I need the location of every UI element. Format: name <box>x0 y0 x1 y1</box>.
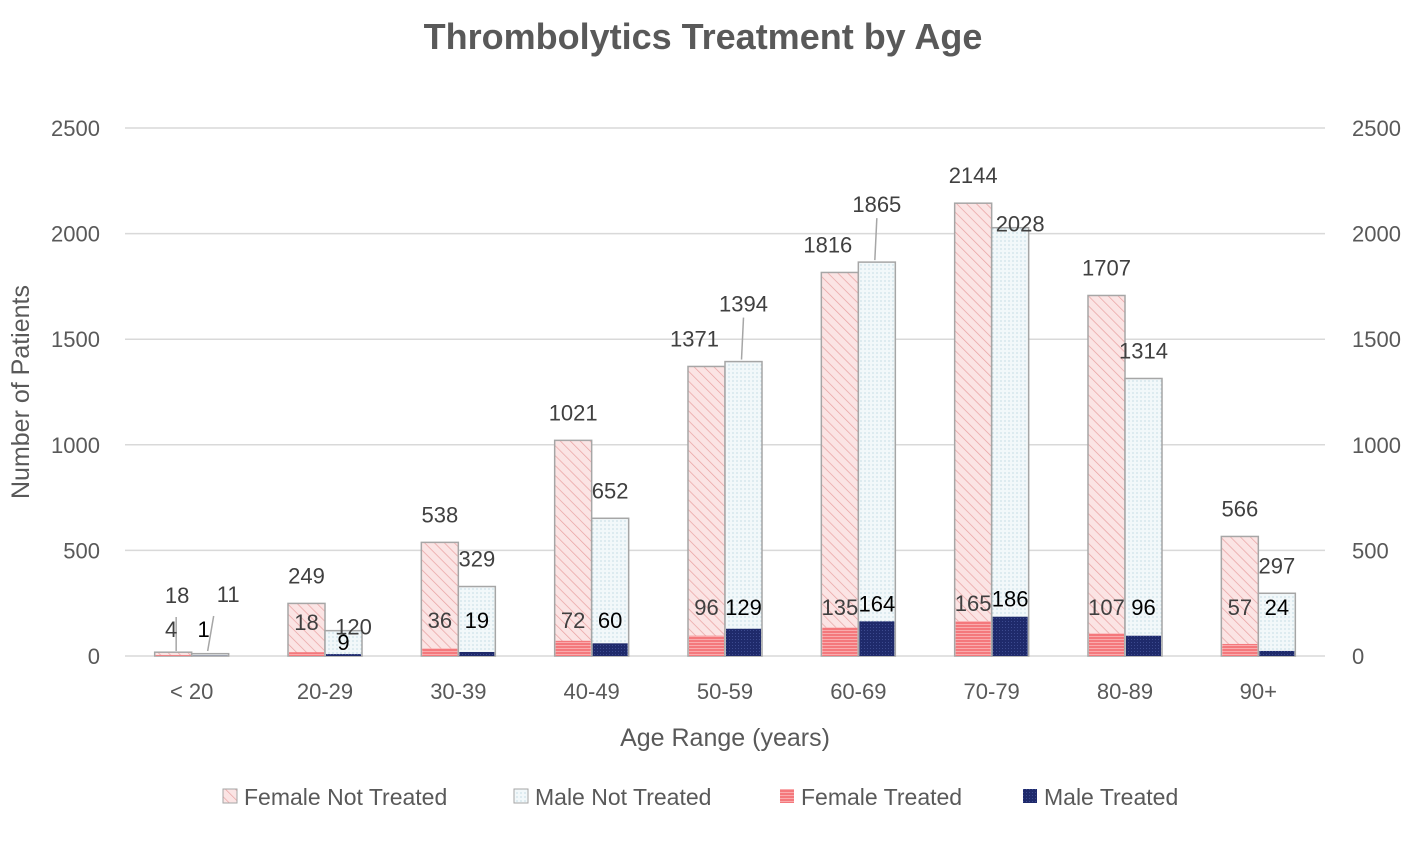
bar-female-treated <box>422 648 457 656</box>
data-label-male-treated: 9 <box>337 630 349 655</box>
data-label-female-not-treated: 1707 <box>1082 255 1131 280</box>
data-label-male-not-treated: 1314 <box>1119 338 1168 363</box>
y-tick-label-left: 0 <box>88 644 100 669</box>
data-label-male-not-treated: 652 <box>592 478 629 503</box>
y-tick-label-right: 500 <box>1352 538 1389 563</box>
y-axis-right-ticks: 0 500 1000 1500 2000 2500 <box>1352 116 1401 669</box>
y-tick-label-right: 1000 <box>1352 433 1401 458</box>
bar-female-treated <box>1089 633 1124 656</box>
leader-line <box>742 318 744 360</box>
legend-swatch <box>223 789 237 803</box>
legend-swatch <box>514 789 528 803</box>
x-tick-label: 20-29 <box>297 679 353 704</box>
data-label-female-treated: 18 <box>294 610 318 635</box>
bar-male-not-treated <box>592 518 629 656</box>
data-label-female-not-treated: 566 <box>1221 496 1258 521</box>
y-tick-label-left: 500 <box>63 538 100 563</box>
data-label-female-treated: 36 <box>428 608 452 633</box>
x-tick-label: < 20 <box>170 679 213 704</box>
bar-male-treated <box>459 652 494 656</box>
y-tick-label-left: 1500 <box>51 327 100 352</box>
data-label-female-treated: 135 <box>821 595 858 620</box>
data-label-male-treated: 129 <box>725 595 762 620</box>
data-label-male-treated: 96 <box>1131 595 1155 620</box>
legend-label: Male Not Treated <box>535 784 711 810</box>
bar-male-treated <box>1126 636 1161 656</box>
data-label-male-treated: 60 <box>598 608 622 633</box>
x-axis-title: Age Range (years) <box>620 724 830 752</box>
data-label-female-treated: 96 <box>694 595 718 620</box>
legend-label: Male Treated <box>1044 784 1178 810</box>
bar-female-treated <box>822 627 857 656</box>
x-axis-ticks: < 20 20-29 30-39 40-49 50-59 60-69 70-79 80-89 9… <box>170 679 1277 704</box>
data-label-male-not-treated: 329 <box>458 547 495 572</box>
y-tick-label-right: 1500 <box>1352 327 1401 352</box>
bar-male-treated <box>1259 651 1294 656</box>
data-label-female-not-treated: 2144 <box>949 163 998 188</box>
data-label-male-treated: 186 <box>992 587 1029 612</box>
bar-male-treated <box>726 629 761 656</box>
bar-female-treated <box>956 621 991 656</box>
legend-swatch <box>780 789 794 803</box>
data-label-male-not-treated: 1394 <box>719 292 768 317</box>
y-tick-label-left: 1000 <box>51 433 100 458</box>
x-tick-label: 90+ <box>1240 679 1277 704</box>
x-tick-label: 80-89 <box>1097 679 1153 704</box>
data-label-male-treated: 1 <box>198 617 210 642</box>
chart-title: Thrombolytics Treatment by Age <box>424 16 983 57</box>
legend-swatch <box>1023 789 1037 803</box>
bar-female-not-treated <box>955 203 992 656</box>
y-tick-label-left: 2000 <box>51 222 100 247</box>
data-label-female-treated: 72 <box>561 608 585 633</box>
bar-female-treated <box>689 636 724 656</box>
y-tick-label-right: 2500 <box>1352 116 1401 141</box>
x-tick-label: 70-79 <box>964 679 1020 704</box>
data-label-female-not-treated: 1371 <box>670 326 719 351</box>
data-label-male-not-treated: 11 <box>217 582 240 607</box>
legend-male-treated: Male Treated <box>1023 784 1178 810</box>
data-label-female-treated: 57 <box>1228 595 1252 620</box>
legend-female-treated: Female Treated <box>780 784 962 810</box>
x-tick-label: 50-59 <box>697 679 753 704</box>
data-label-male-treated: 19 <box>465 608 489 633</box>
y-tick-label-right: 2000 <box>1352 222 1401 247</box>
data-label-female-treated: 165 <box>955 591 992 616</box>
data-label-male-treated: 164 <box>858 591 895 616</box>
data-label-female-not-treated: 538 <box>421 502 458 527</box>
leader-line <box>875 218 877 260</box>
bar-female-not-treated <box>421 542 458 656</box>
data-label-male-treated: 24 <box>1265 595 1289 620</box>
legend-female-not-treated: Female Not Treated <box>223 784 447 810</box>
legend: Female Not Treated Male Not Treated Female… <box>223 784 1178 810</box>
bar-female-treated <box>289 652 324 656</box>
data-label-male-not-treated: 2028 <box>996 212 1045 237</box>
data-label-male-not-treated: 297 <box>1258 553 1295 578</box>
data-label-female-not-treated: 1816 <box>803 232 852 257</box>
x-tick-label: 60-69 <box>830 679 886 704</box>
data-label-female-not-treated: 249 <box>288 563 325 588</box>
bar-male-treated <box>593 643 628 656</box>
legend-male-not-treated: Male Not Treated <box>514 784 711 810</box>
y-tick-label-left: 2500 <box>51 116 100 141</box>
bar-female-treated <box>1222 644 1257 656</box>
data-label-female-treated: 4 <box>165 617 177 642</box>
y-axis-title: Number of Patients <box>7 285 35 499</box>
data-label-female-not-treated: 1021 <box>549 400 598 425</box>
data-label-female-treated: 107 <box>1088 595 1125 620</box>
bar-male-treated <box>993 617 1028 656</box>
y-axis-left-ticks: 0 500 1000 1500 2000 2500 <box>51 116 100 669</box>
bar-female-treated <box>556 641 591 656</box>
data-label-male-not-treated: 1865 <box>852 192 901 217</box>
x-tick-label: 40-49 <box>564 679 620 704</box>
bar-male-not-treated <box>192 654 229 656</box>
legend-label: Female Treated <box>801 784 962 810</box>
y-tick-label-right: 0 <box>1352 644 1364 669</box>
x-tick-label: 30-39 <box>430 679 486 704</box>
bar-male-treated <box>859 621 894 656</box>
data-label-female-not-treated: 18 <box>165 583 189 608</box>
bar-female-treated <box>156 655 191 656</box>
legend-label: Female Not Treated <box>244 784 447 810</box>
